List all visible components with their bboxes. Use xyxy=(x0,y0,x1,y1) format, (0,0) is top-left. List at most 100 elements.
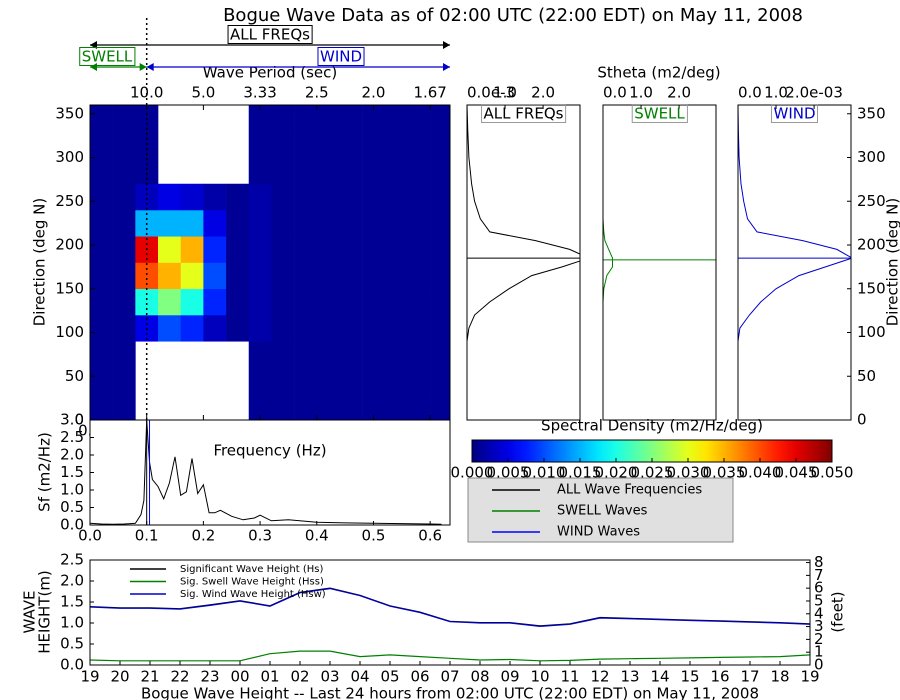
heatmap-cell xyxy=(248,315,272,342)
y-axis-label: Sf (m2/Hz) xyxy=(36,432,54,512)
y2-tick-label: 7 xyxy=(814,566,824,584)
heatmap-cell xyxy=(112,262,136,290)
heatmap-cell xyxy=(316,315,340,342)
x-tick-label: 0.0e-3 xyxy=(467,84,515,102)
heatmap-cell xyxy=(271,131,295,158)
y-axis-label: Direction (deg N) xyxy=(884,198,900,327)
y-tick-label: 2.0 xyxy=(60,572,84,590)
chart-title: Bogue Wave Data as of 02:00 UTC (22:00 E… xyxy=(223,5,803,26)
band-label-box xyxy=(227,25,313,44)
x-tick-label: 15 xyxy=(680,668,699,686)
colorbar-tick-label: 0.045 xyxy=(775,464,818,482)
heatmap-cell xyxy=(362,393,386,420)
x-tick-label: 20 xyxy=(110,668,129,686)
y-tick-label: 100 xyxy=(55,323,84,341)
top-x-tick-label: 10.0 xyxy=(130,84,163,102)
panel-title-box xyxy=(481,104,567,123)
heatmap-cell xyxy=(203,315,227,342)
heatmap-cell xyxy=(90,157,113,185)
y-tick-label: 2.0 xyxy=(60,446,84,464)
x-axis-label: Frequency (Hz) xyxy=(213,442,326,460)
y-tick-label: 3.0 xyxy=(60,411,84,429)
x-tick-label: 0.4 xyxy=(305,527,329,545)
colorbar-tick-label: 0.015 xyxy=(559,464,602,482)
y-tick-label: 200 xyxy=(857,236,886,254)
colorbar-title: Spectral Density (m2/Hz/deg) xyxy=(541,417,763,435)
heatmap-cell xyxy=(384,105,408,132)
colorbar-tick-label: 0.040 xyxy=(739,464,782,482)
heatmap-cell xyxy=(271,210,295,237)
series-line xyxy=(89,587,811,628)
y-tick-label: 300 xyxy=(55,148,84,166)
heatmap-cell xyxy=(248,341,272,368)
heatmap-cell xyxy=(248,105,272,132)
heatmap-cell xyxy=(271,262,295,290)
x-tick-label: 12 xyxy=(590,668,609,686)
profile-line xyxy=(603,105,613,420)
y-tick-label: 2.5 xyxy=(60,551,84,569)
heatmap-cell xyxy=(362,341,386,368)
x-tick-label: 16 xyxy=(710,668,729,686)
top-x-tick-label: 2.0 xyxy=(362,84,386,102)
legend-label: Significant Wave Height (Hs) xyxy=(180,564,323,575)
heatmap-cell xyxy=(339,157,363,185)
legend-label: SWELL Waves xyxy=(557,504,648,519)
plot-frame xyxy=(602,104,717,421)
y2-tick-label: 6 xyxy=(814,579,824,597)
heatmap-cell xyxy=(226,236,250,263)
x-tick-label: 1.0 xyxy=(629,84,653,102)
heatmap-cell xyxy=(316,157,340,185)
colorbar-tick-label: 0.025 xyxy=(631,464,674,482)
heatmap-cell xyxy=(294,183,318,211)
y2-tick-label: 0 xyxy=(814,656,824,674)
x-tick-label: 0.1 xyxy=(135,527,159,545)
x-tick-label: 01 xyxy=(260,668,279,686)
heatmap-cell xyxy=(316,105,340,132)
plot-frame xyxy=(737,104,852,421)
heatmap-cell xyxy=(112,367,136,395)
y-tick-label: 50 xyxy=(857,367,876,385)
heatmap-cell xyxy=(407,367,431,395)
y-tick-label: 100 xyxy=(857,323,886,341)
heatmap-cell xyxy=(226,183,250,211)
heatmap-cell xyxy=(90,393,113,420)
heatmap-cell xyxy=(384,393,408,420)
y-tick-label: 150 xyxy=(857,279,886,297)
heatmap-cell xyxy=(407,393,431,420)
heatmap-cell xyxy=(362,236,386,263)
colorbar-tick-label: 0.035 xyxy=(703,464,746,482)
x-tick-label: 0.5 xyxy=(362,527,386,545)
heatmap-cell xyxy=(294,236,318,263)
arrow-head xyxy=(146,63,154,71)
x-tick-label: 0.3 xyxy=(248,527,272,545)
panel-title-box xyxy=(770,104,819,123)
heatmap-cell xyxy=(384,236,408,263)
y-tick-label: 1.5 xyxy=(60,463,84,481)
y-tick-label: 250 xyxy=(55,192,84,210)
y-tick-label: 350 xyxy=(857,104,886,122)
heatmap-cell xyxy=(430,288,450,316)
heatmap-cell xyxy=(271,393,295,420)
legend-label: ALL Wave Frequencies xyxy=(557,483,702,498)
heatmap-cell xyxy=(135,157,159,185)
heatmap-cell xyxy=(362,105,386,132)
y2-tick-label: 2 xyxy=(814,630,824,648)
heatmap-cell xyxy=(430,393,450,420)
heatmap-cell xyxy=(90,262,113,290)
heatmap-cell xyxy=(271,105,295,132)
heatmap-cell xyxy=(226,288,250,316)
colorbar-tick-label: 0.000 xyxy=(451,464,494,482)
panel-title: ALL FREQs xyxy=(484,105,564,123)
heatmap-cell xyxy=(384,288,408,316)
heatmap-cell xyxy=(135,183,159,211)
heatmap-cell xyxy=(271,367,295,395)
heatmap-cell xyxy=(339,315,363,342)
heatmap-cell xyxy=(203,183,227,211)
y2-tick-label: 5 xyxy=(814,591,824,609)
heatmap-cell xyxy=(248,393,272,420)
heatmap-cell xyxy=(112,315,136,342)
heatmap-cell xyxy=(248,210,272,237)
heatmap-cell xyxy=(135,288,159,316)
heatmap-cell xyxy=(339,393,363,420)
heatmap-cell xyxy=(271,236,295,263)
